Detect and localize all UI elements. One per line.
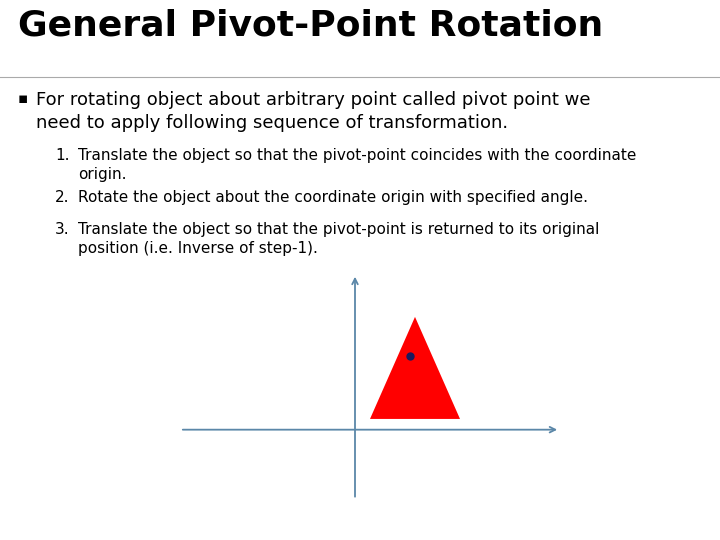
Text: Translate the object so that the pivot-point coincides with the coordinate: Translate the object so that the pivot-p… (78, 148, 636, 163)
Text: Translate the object so that the pivot-point is returned to its original: Translate the object so that the pivot-p… (78, 222, 599, 238)
Text: ▪: ▪ (18, 91, 28, 106)
Polygon shape (370, 317, 460, 419)
Text: 1.: 1. (55, 148, 70, 163)
Text: need to apply following sequence of transformation.: need to apply following sequence of tran… (36, 114, 508, 132)
Text: 2.: 2. (55, 190, 70, 205)
Text: position (i.e. Inverse of step-1).: position (i.e. Inverse of step-1). (78, 241, 318, 255)
Text: 3.: 3. (55, 222, 70, 238)
Text: For rotating object about arbitrary point called pivot point we: For rotating object about arbitrary poin… (36, 91, 590, 109)
Text: Unit: 3  2 D transformation & viewing: Unit: 3 2 D transformation & viewing (18, 512, 292, 527)
Text: General Pivot-Point Rotation: General Pivot-Point Rotation (18, 9, 603, 43)
Text: origin.: origin. (78, 166, 127, 181)
Text: 36: 36 (351, 512, 369, 527)
Text: Rotate the object about the coordinate origin with specified angle.: Rotate the object about the coordinate o… (78, 190, 588, 205)
Text: Darshan Institute of Engineering & Technology: Darshan Institute of Engineering & Techn… (361, 512, 702, 527)
